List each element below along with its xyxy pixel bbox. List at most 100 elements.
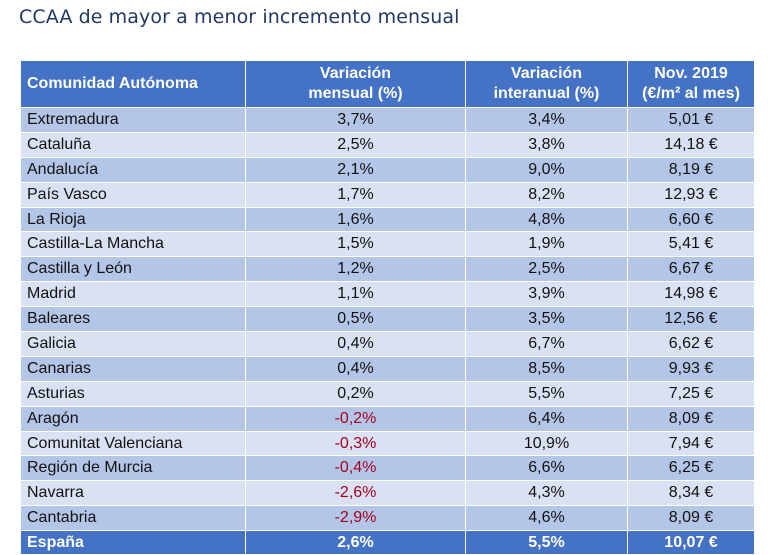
column-header-region: Comunidad Autónoma bbox=[20, 60, 246, 108]
table-row: Cataluña 2,5% 3,8% 14,18 € bbox=[20, 131, 755, 158]
cell-monthly-change: 0,4% bbox=[245, 355, 466, 382]
cell-price: 5,41 € bbox=[627, 231, 755, 258]
cell-price: 14,18 € bbox=[627, 131, 755, 158]
cell-region: Andalucía bbox=[20, 156, 246, 183]
column-header-line: Nov. 2019 bbox=[654, 65, 728, 82]
cell-price: 6,67 € bbox=[627, 256, 755, 283]
cell-price: 7,25 € bbox=[627, 380, 755, 407]
cell-region: Cataluña bbox=[20, 131, 246, 158]
cell-price: 9,93 € bbox=[627, 355, 755, 382]
cell-price: 5,01 € bbox=[627, 107, 755, 133]
total-yearly-change: 5,5% bbox=[465, 530, 628, 555]
table-row: Extremadura 3,7% 3,4% 5,01 € bbox=[20, 107, 755, 133]
table-row: Galicia 0,4% 6,7% 6,62 € bbox=[20, 331, 755, 357]
cell-monthly-change: 1,6% bbox=[245, 206, 466, 233]
table-row: Cantabria -2,9% 4,6% 8,09 € bbox=[20, 505, 755, 532]
cell-region: Castilla-La Mancha bbox=[20, 231, 246, 258]
table-row: Aragón -0,2% 6,4% 8,09 € bbox=[20, 405, 755, 432]
total-row: España 2,6% 5,5% 10,07 € bbox=[20, 530, 755, 555]
cell-yearly-change: 2,5% bbox=[465, 256, 628, 283]
cell-price: 6,60 € bbox=[627, 206, 755, 233]
cell-price: 7,94 € bbox=[627, 430, 755, 457]
cell-region: Región de Murcia bbox=[20, 455, 246, 482]
cell-yearly-change: 3,5% bbox=[465, 306, 628, 333]
cell-yearly-change: 4,6% bbox=[465, 505, 628, 532]
cell-price: 8,09 € bbox=[627, 505, 755, 532]
column-header-line: interanual (%) bbox=[493, 85, 600, 102]
cell-monthly-change: 0,2% bbox=[245, 380, 466, 407]
table-row: Región de Murcia -0,4% 6,6% 6,25 € bbox=[20, 455, 755, 482]
rent-table: Comunidad Autónoma Variación mensual (%) Va… bbox=[20, 60, 755, 555]
cell-monthly-change: -0,4% bbox=[245, 455, 466, 482]
cell-monthly-change: -2,9% bbox=[245, 505, 466, 532]
cell-yearly-change: 4,3% bbox=[465, 480, 628, 507]
cell-price: 8,34 € bbox=[627, 480, 755, 507]
cell-yearly-change: 3,8% bbox=[465, 131, 628, 158]
cell-monthly-change: 3,7% bbox=[245, 107, 466, 133]
column-header-line: Variación bbox=[319, 65, 392, 82]
table-row: País Vasco 1,7% 8,2% 12,93 € bbox=[20, 181, 755, 208]
column-header-line: mensual (%) bbox=[308, 85, 403, 102]
cell-monthly-change: -0,3% bbox=[245, 430, 466, 457]
cell-monthly-change: 0,5% bbox=[245, 306, 466, 333]
cell-region: Castilla y León bbox=[20, 256, 246, 283]
chart-title: CCAA de mayor a menor incremento mensual bbox=[19, 6, 460, 28]
cell-yearly-change: 8,5% bbox=[465, 355, 628, 382]
total-monthly-change: 2,6% bbox=[245, 530, 466, 555]
table-row: Castilla y León 1,2% 2,5% 6,67 € bbox=[20, 256, 755, 283]
table-row: Comunitat Valenciana -0,3% 10,9% 7,94 € bbox=[20, 430, 755, 457]
cell-price: 12,56 € bbox=[627, 306, 755, 333]
table-row: Madrid 1,1% 3,9% 14,98 € bbox=[20, 281, 755, 308]
cell-price: 6,25 € bbox=[627, 455, 755, 482]
cell-yearly-change: 4,8% bbox=[465, 206, 628, 233]
cell-region: Navarra bbox=[20, 480, 246, 507]
header-row: Comunidad Autónoma Variación mensual (%) Va… bbox=[20, 60, 755, 108]
cell-yearly-change: 6,6% bbox=[465, 455, 628, 482]
cell-region: Baleares bbox=[20, 306, 246, 333]
column-header-line: (€/m² al mes) bbox=[642, 85, 740, 102]
table-row: Asturias 0,2% 5,5% 7,25 € bbox=[20, 380, 755, 407]
table-row: Navarra -2,6% 4,3% 8,34 € bbox=[20, 480, 755, 507]
cell-price: 14,98 € bbox=[627, 281, 755, 308]
table-row: Andalucía 2,1% 9,0% 8,19 € bbox=[20, 156, 755, 183]
cell-yearly-change: 10,9% bbox=[465, 430, 628, 457]
cell-yearly-change: 6,4% bbox=[465, 405, 628, 432]
cell-monthly-change: 1,5% bbox=[245, 231, 466, 258]
cell-monthly-change: -2,6% bbox=[245, 480, 466, 507]
cell-yearly-change: 6,7% bbox=[465, 331, 628, 357]
column-header-line: Comunidad Autónoma bbox=[27, 75, 198, 92]
cell-monthly-change: 1,7% bbox=[245, 181, 466, 208]
cell-yearly-change: 1,9% bbox=[465, 231, 628, 258]
cell-yearly-change: 3,9% bbox=[465, 281, 628, 308]
column-header-yearly-change: Variación interanual (%) bbox=[465, 60, 628, 108]
cell-region: País Vasco bbox=[20, 181, 246, 208]
cell-region: Cantabria bbox=[20, 505, 246, 532]
cell-region: Comunitat Valenciana bbox=[20, 430, 246, 457]
cell-monthly-change: -0,2% bbox=[245, 405, 466, 432]
column-header-price: Nov. 2019 (€/m² al mes) bbox=[627, 60, 755, 108]
table-row: Canarias 0,4% 8,5% 9,93 € bbox=[20, 355, 755, 382]
cell-price: 8,19 € bbox=[627, 156, 755, 183]
cell-yearly-change: 5,5% bbox=[465, 380, 628, 407]
cell-region: Asturias bbox=[20, 380, 246, 407]
cell-monthly-change: 1,2% bbox=[245, 256, 466, 283]
cell-monthly-change: 2,1% bbox=[245, 156, 466, 183]
table-row: La Rioja 1,6% 4,8% 6,60 € bbox=[20, 206, 755, 233]
cell-yearly-change: 9,0% bbox=[465, 156, 628, 183]
cell-price: 12,93 € bbox=[627, 181, 755, 208]
column-header-monthly-change: Variación mensual (%) bbox=[245, 60, 466, 108]
cell-yearly-change: 3,4% bbox=[465, 107, 628, 133]
total-region: España bbox=[20, 530, 246, 555]
cell-region: Madrid bbox=[20, 281, 246, 308]
cell-monthly-change: 2,5% bbox=[245, 131, 466, 158]
table-row: Baleares 0,5% 3,5% 12,56 € bbox=[20, 306, 755, 333]
total-price: 10,07 € bbox=[627, 530, 755, 555]
column-header-line: Variación bbox=[510, 65, 583, 82]
cell-price: 6,62 € bbox=[627, 331, 755, 357]
cell-region: Canarias bbox=[20, 355, 246, 382]
cell-monthly-change: 0,4% bbox=[245, 331, 466, 357]
cell-monthly-change: 1,1% bbox=[245, 281, 466, 308]
cell-region: Extremadura bbox=[20, 107, 246, 133]
cell-yearly-change: 8,2% bbox=[465, 181, 628, 208]
cell-region: La Rioja bbox=[20, 206, 246, 233]
